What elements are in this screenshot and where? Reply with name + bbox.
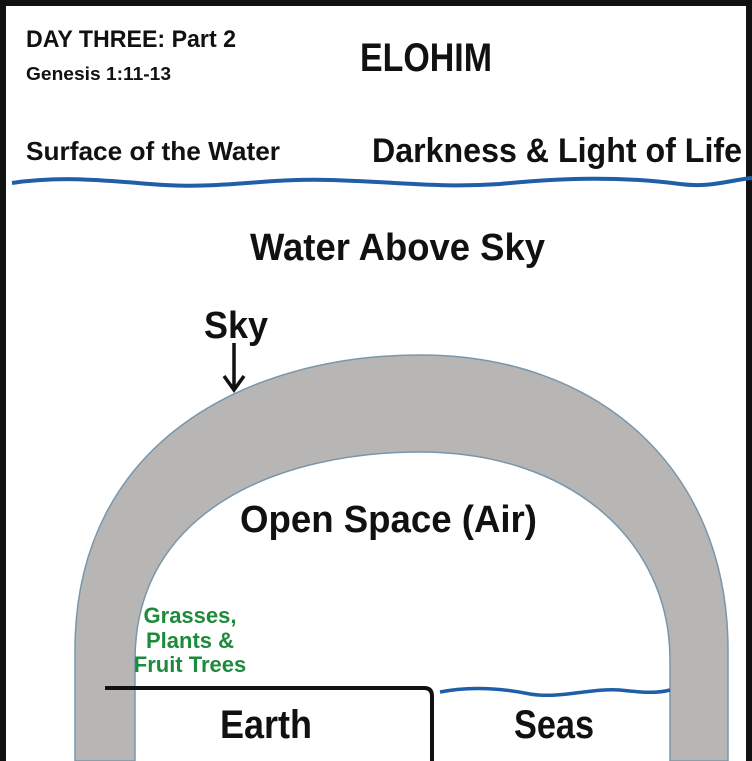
reference: Genesis 1:11-13 [26, 64, 171, 84]
water-above-label: Water Above Sky [250, 227, 545, 269]
plants-label: Plants & [146, 628, 234, 653]
surface-label: Surface of the Water [26, 136, 280, 166]
earth-label: Earth [220, 703, 312, 747]
day-title: DAY THREE: Part 2 [26, 26, 236, 53]
diagram: DAY THREE: Part 2 Genesis 1:11-13 ELOHIM… [0, 0, 752, 761]
plants-label: Grasses, [144, 603, 237, 628]
darkness-label: Darkness & Light of Life [372, 132, 742, 170]
seas-label: Seas [514, 703, 594, 747]
open-space-label: Open Space (Air) [240, 499, 537, 541]
plants-label: Fruit Trees [134, 652, 246, 677]
sky-label: Sky [204, 305, 268, 347]
name: ELOHIM [360, 36, 492, 80]
